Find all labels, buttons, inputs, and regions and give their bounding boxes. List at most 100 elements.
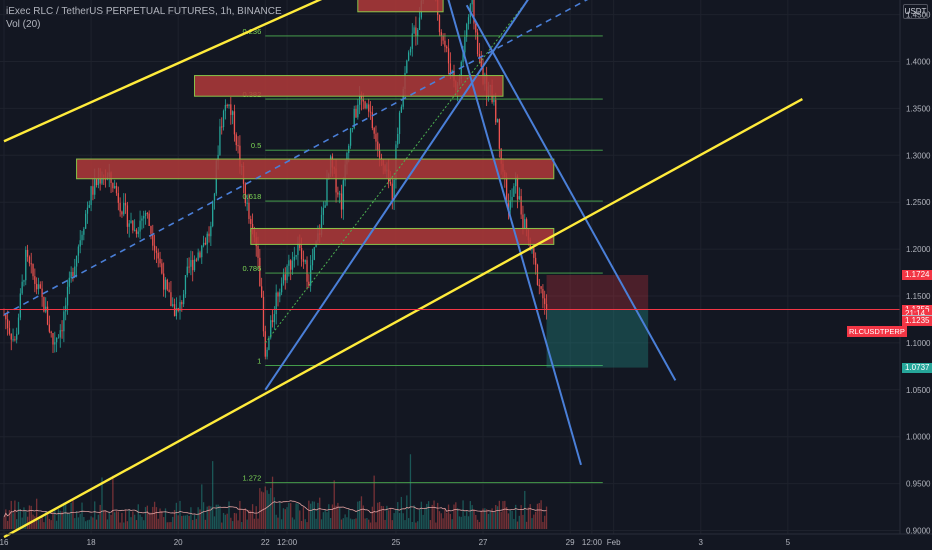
volume-bar <box>135 520 138 529</box>
volume-bar <box>482 508 484 529</box>
time-tick-label[interactable]: Feb <box>607 538 621 547</box>
volume-bar <box>148 512 150 529</box>
volume-bar <box>286 507 288 529</box>
volume-bar <box>63 502 65 529</box>
candle-body <box>515 176 517 187</box>
candle-body <box>92 186 94 195</box>
volume-bar <box>193 514 196 529</box>
candle-body <box>79 240 81 247</box>
volume-bar <box>68 513 70 529</box>
channel-upper-line <box>3 0 323 143</box>
price-tag: 21:14 <box>902 309 929 320</box>
time-axis[interactable]: 16 18 20 22 12:00 25 27 29 12:00 Feb 3 5 <box>0 533 932 547</box>
volume-bar <box>339 507 341 529</box>
candle-body <box>397 134 399 145</box>
candle-body <box>221 126 223 128</box>
price-tick-label[interactable]: 0.9500 <box>906 480 931 489</box>
volume-bar <box>377 502 379 529</box>
candle-body <box>46 306 49 325</box>
price-tick-label[interactable]: 1.2500 <box>906 198 931 207</box>
price-tick-label[interactable]: 1.0500 <box>906 386 931 395</box>
volume-bar <box>212 461 214 529</box>
price-tick-label[interactable]: 1.3000 <box>906 151 931 160</box>
volume-bar <box>86 520 89 529</box>
volume-bar <box>117 511 119 529</box>
candle-body <box>299 243 301 249</box>
volume-bar <box>533 514 535 529</box>
candle-body <box>520 196 522 215</box>
price-tick-label[interactable]: 1.1000 <box>906 339 931 348</box>
currency-unit-label[interactable]: USDT <box>903 4 928 19</box>
candle-body <box>471 0 473 5</box>
price-tick-label[interactable]: 1.0000 <box>906 433 931 442</box>
volume-bar <box>317 502 319 529</box>
volume-bar <box>355 518 357 529</box>
volume-indicator-label[interactable]: Vol (20) <box>6 19 41 30</box>
candle-body <box>157 252 159 259</box>
candle-body <box>349 128 352 146</box>
time-tick-label[interactable]: 20 <box>174 538 183 547</box>
time-tick-label[interactable]: 3 <box>699 538 704 547</box>
candle-body <box>444 40 446 47</box>
volume-bar <box>255 506 257 529</box>
candle-body <box>313 247 315 260</box>
price-tick-label[interactable]: 1.2000 <box>906 245 931 254</box>
time-tick-label[interactable]: 5 <box>786 538 791 547</box>
volume-bar <box>143 520 145 529</box>
candle-body <box>522 214 524 229</box>
candle-body <box>132 220 134 231</box>
volume-bar <box>39 519 41 529</box>
candle-body <box>353 108 355 129</box>
volume-bar <box>192 520 194 529</box>
time-tick-label[interactable]: 22 <box>261 538 270 547</box>
candlestick-series <box>3 0 548 360</box>
candle-body <box>337 192 339 195</box>
price-axis[interactable]: 0.9000 0.9500 1.0000 1.0500 1.1000 1.1500 1.20… <box>899 0 931 536</box>
volume-bar <box>79 513 81 529</box>
candle-body <box>380 157 383 159</box>
volume-bar <box>206 506 208 529</box>
time-tick-label[interactable]: 12:00 <box>277 538 298 547</box>
volume-bar <box>442 518 444 529</box>
volume-bar <box>110 514 112 529</box>
price-tick-label[interactable]: 1.3500 <box>906 104 931 113</box>
volume-bar <box>460 516 462 529</box>
volume-bar <box>133 514 136 529</box>
volume-bar <box>375 522 377 529</box>
volume-bar <box>395 509 397 529</box>
channel-lower-line <box>3 97 803 539</box>
price-tick-label[interactable]: 1.4500 <box>906 11 931 20</box>
volume-bar <box>527 507 530 529</box>
price-tick-label[interactable]: 1.1500 <box>906 292 931 301</box>
candle-body <box>139 220 141 232</box>
time-tick-label[interactable]: 12:00 <box>582 538 603 547</box>
candle-body <box>155 250 158 253</box>
candle-body <box>173 304 176 317</box>
candle-body <box>16 333 18 340</box>
time-tick-label[interactable]: 25 <box>391 538 400 547</box>
time-tick-label[interactable]: 27 <box>479 538 488 547</box>
volume-bar <box>43 522 45 529</box>
candle-body <box>475 23 477 33</box>
volume-bar <box>65 502 67 529</box>
price-tick-label[interactable]: 0.9000 <box>906 527 931 536</box>
volume-bar <box>204 519 207 529</box>
volume-bar <box>509 510 511 529</box>
fib-level-label: 1 <box>257 356 261 365</box>
volume-bar <box>284 509 286 529</box>
price-tick-label[interactable]: 1.4000 <box>906 58 931 67</box>
time-tick-label[interactable]: 18 <box>87 538 96 547</box>
candle-body <box>237 145 239 147</box>
volume-bar <box>36 498 38 529</box>
candle-body <box>339 193 341 195</box>
time-tick-label[interactable]: 16 <box>0 538 9 547</box>
volume-bar <box>348 509 350 529</box>
volume-bar <box>166 522 168 529</box>
candle-body <box>36 283 38 290</box>
volume-bar <box>59 510 61 529</box>
time-tick-label[interactable]: 29 <box>566 538 575 547</box>
candle-body <box>97 178 100 186</box>
volume-bar <box>8 510 11 529</box>
candle-body <box>212 200 214 227</box>
